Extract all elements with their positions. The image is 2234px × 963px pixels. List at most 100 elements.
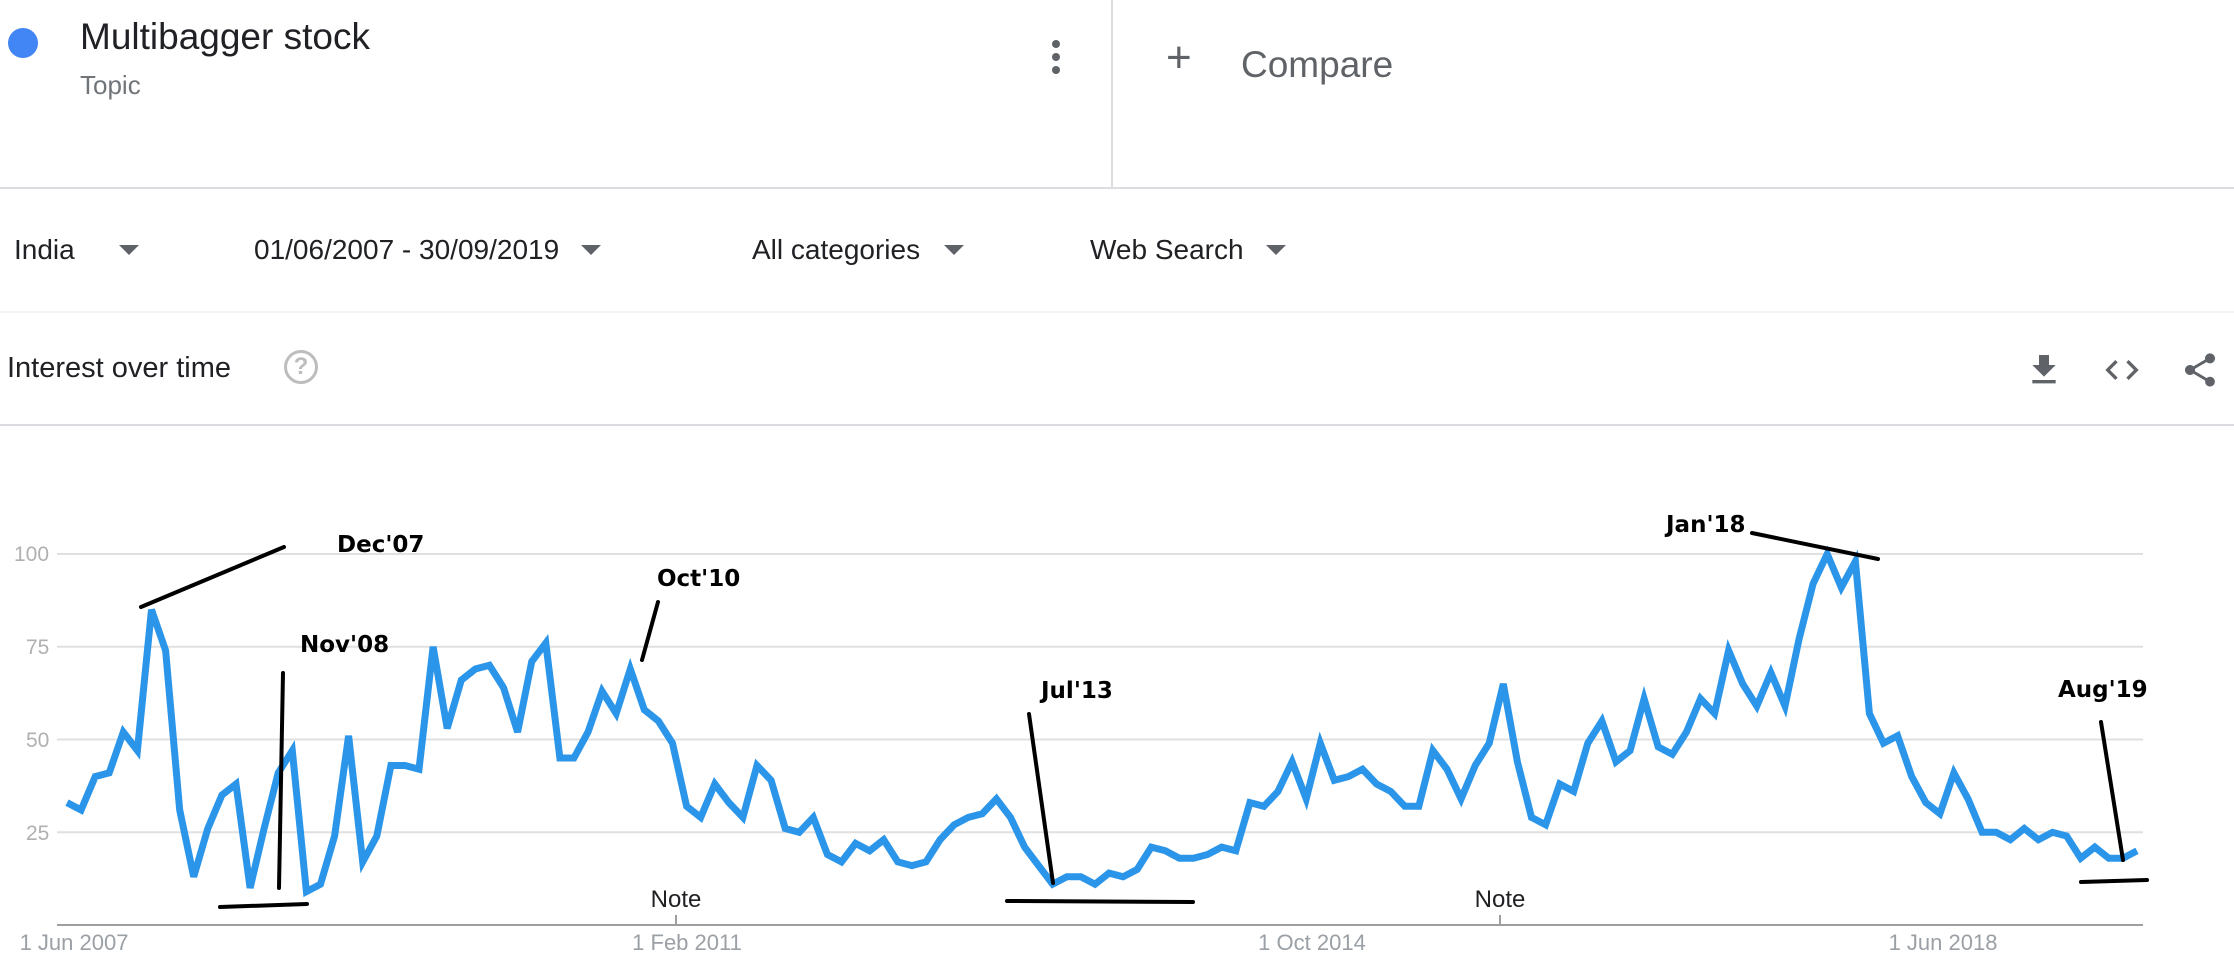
data-point xyxy=(486,662,492,668)
annotation-pointer xyxy=(1027,712,1055,885)
header-divider xyxy=(1111,0,1113,188)
data-point xyxy=(219,792,225,798)
data-point xyxy=(2078,855,2084,861)
data-point xyxy=(895,859,901,865)
data-point xyxy=(1205,852,1211,858)
data-point xyxy=(726,800,732,806)
data-point xyxy=(1824,551,1830,557)
data-point xyxy=(1374,781,1380,787)
search-type-dropdown[interactable]: Web Search xyxy=(1090,234,1286,266)
compare-button[interactable]: Compare xyxy=(1241,44,1394,85)
data-point xyxy=(641,707,647,713)
data-point xyxy=(881,837,887,843)
chart-note[interactable]: Note xyxy=(1474,886,1526,913)
x-tick-label: 1 Jun 2007 xyxy=(19,930,129,955)
data-point xyxy=(1683,729,1689,735)
data-point xyxy=(1458,796,1464,802)
data-point xyxy=(824,852,830,858)
data-point xyxy=(1557,781,1563,787)
y-tick-label: 75 xyxy=(26,636,50,659)
download-icon[interactable] xyxy=(2024,350,2064,390)
data-point xyxy=(1247,800,1253,806)
data-point xyxy=(1528,814,1534,820)
data-point xyxy=(655,718,661,724)
filter-separator xyxy=(0,311,2234,313)
annotation-pointer xyxy=(218,902,309,909)
category-dropdown[interactable]: All categories xyxy=(752,234,965,266)
search-type-value: Web Search xyxy=(1090,234,1244,265)
data-point xyxy=(1543,822,1549,828)
data-point xyxy=(1388,788,1394,794)
more-vert-icon[interactable] xyxy=(1044,40,1068,84)
data-point xyxy=(1810,581,1816,587)
data-point xyxy=(670,740,676,746)
data-point xyxy=(317,881,323,887)
x-tick-label: 1 Feb 2011 xyxy=(632,930,742,955)
data-point xyxy=(1191,855,1197,861)
data-point xyxy=(1571,788,1577,794)
data-point xyxy=(838,859,844,865)
annotation-pointer xyxy=(640,600,660,662)
data-point xyxy=(1838,584,1844,590)
annotation-label: Oct'10 xyxy=(657,566,741,592)
data-point xyxy=(1036,863,1042,869)
section-separator xyxy=(0,424,2234,426)
data-point xyxy=(191,874,197,880)
annotation-label: Dec'07 xyxy=(337,532,425,558)
data-point xyxy=(627,666,633,672)
data-point xyxy=(374,833,380,839)
search-term-type: Topic xyxy=(80,70,141,100)
chart-note[interactable]: Note xyxy=(650,886,702,913)
data-point xyxy=(205,826,211,832)
data-point xyxy=(1007,814,1013,820)
data-point xyxy=(402,762,408,768)
data-point xyxy=(698,814,704,820)
plus-icon[interactable]: + xyxy=(1166,33,1192,82)
data-point xyxy=(979,811,985,817)
search-term-title[interactable]: Multibagger stock xyxy=(80,16,370,57)
chevron-down-icon xyxy=(118,245,139,255)
data-point xyxy=(1866,711,1872,717)
annotation-pointer xyxy=(1005,899,1195,904)
data-point xyxy=(1641,696,1647,702)
data-point xyxy=(1106,870,1112,876)
data-point xyxy=(965,814,971,820)
data-point xyxy=(867,848,873,854)
y-tick-label: 50 xyxy=(26,729,50,752)
data-point xyxy=(2106,855,2112,861)
help-circle-icon[interactable]: ? xyxy=(284,350,318,384)
data-point xyxy=(1148,844,1154,850)
annotation-label: Nov'08 xyxy=(300,632,390,658)
data-point xyxy=(993,796,999,802)
data-point xyxy=(1092,881,1098,887)
share-icon[interactable] xyxy=(2180,350,2220,390)
data-point xyxy=(1895,733,1901,739)
annotation-pointer xyxy=(2099,720,2125,862)
data-point xyxy=(1937,811,1943,817)
date-range-dropdown[interactable]: 01/06/2007 - 30/09/2019 xyxy=(254,234,602,266)
data-point xyxy=(1317,740,1323,746)
data-point xyxy=(1472,762,1478,768)
data-point xyxy=(458,677,464,683)
data-point xyxy=(1514,759,1520,765)
embed-code-icon[interactable] xyxy=(2102,350,2142,390)
data-point xyxy=(2035,837,2041,843)
data-point xyxy=(2007,837,2013,843)
chevron-down-icon xyxy=(1265,245,1286,255)
annotation-pointer xyxy=(139,545,286,609)
data-point xyxy=(163,647,169,653)
data-point xyxy=(684,803,690,809)
data-point xyxy=(1289,759,1295,765)
term-color-dot xyxy=(8,28,38,58)
data-point xyxy=(1430,748,1436,754)
annotation-pointer xyxy=(277,671,285,890)
data-point xyxy=(416,766,422,772)
data-point xyxy=(1768,670,1774,676)
region-value: India xyxy=(14,234,75,265)
data-point xyxy=(1712,711,1718,717)
data-point xyxy=(1951,770,1957,776)
data-point xyxy=(148,607,154,613)
x-tick-label: 1 Oct 2014 xyxy=(1258,930,1366,955)
series-line xyxy=(65,545,2139,898)
region-dropdown[interactable]: India xyxy=(14,234,139,266)
